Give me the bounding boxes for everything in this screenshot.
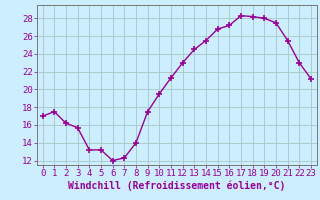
X-axis label: Windchill (Refroidissement éolien,°C): Windchill (Refroidissement éolien,°C) (68, 181, 285, 191)
